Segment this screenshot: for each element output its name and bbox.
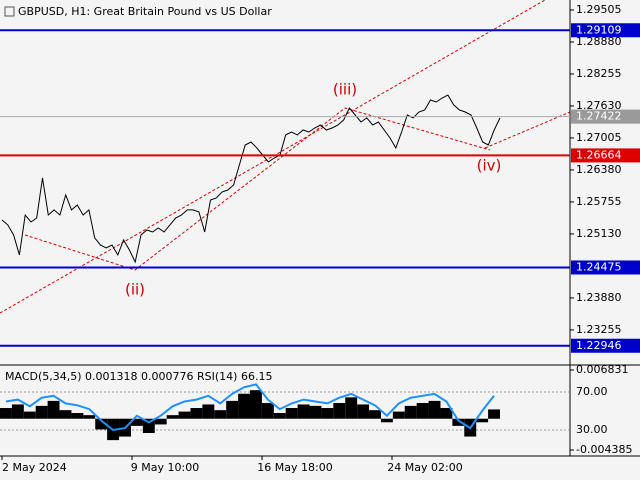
level-box <box>571 338 640 353</box>
macd-bar <box>166 415 179 419</box>
current-price-box <box>571 109 640 124</box>
y-tick-label: 1.23880 <box>576 291 622 304</box>
y2-tick-label: 30.00 <box>576 423 608 436</box>
macd-bar <box>130 418 143 426</box>
y-tick-label: 1.29505 <box>576 3 622 16</box>
x-tick-label: 9 May 10:00 <box>131 461 199 474</box>
macd-bar <box>440 408 453 419</box>
macd-bar <box>476 418 489 423</box>
macd-bar <box>190 408 203 419</box>
x-tick-label: 24 May 02:00 <box>387 461 462 474</box>
y-tick-label: 1.27630 <box>576 99 622 112</box>
symbol-icon <box>4 6 15 17</box>
macd-bar <box>226 400 239 419</box>
macd-bar <box>380 418 393 423</box>
macd-bar <box>357 404 370 419</box>
macd-bar <box>59 410 72 419</box>
y-tick-label: 1.28880 <box>576 35 622 48</box>
y-tick-label: 1.28255 <box>576 67 622 80</box>
macd-bar <box>416 403 429 419</box>
level-box <box>571 260 640 275</box>
macd-bar <box>333 403 346 419</box>
macd-bar <box>71 413 84 419</box>
macd-bar <box>452 418 465 426</box>
wave-label: (iii) <box>333 81 357 99</box>
wave-zigzag <box>24 107 491 271</box>
x-tick-label: 16 May 18:00 <box>257 461 332 474</box>
chart-title: GBPUSD, H1: Great Britain Pound vs US Do… <box>18 5 272 18</box>
level-box <box>571 23 640 38</box>
macd-bar <box>83 415 96 419</box>
macd-bar <box>35 405 48 419</box>
x-tick-label: 2 May 2024 <box>2 461 67 474</box>
y-tick-label: 1.25755 <box>576 195 622 208</box>
macd-bar <box>154 418 167 425</box>
wave-label: (ii) <box>125 281 145 299</box>
macd-bar <box>95 418 108 430</box>
y-tick-label: -0.004385 <box>576 443 632 456</box>
macd-bar <box>142 418 155 433</box>
macd-bar <box>345 397 358 419</box>
indicator-title: MACD(5,34,5) 0.001318 0.000776 RSI(14) 6… <box>5 370 272 383</box>
y-tick-label: 1.25130 <box>576 227 622 240</box>
macd-bar <box>273 413 286 419</box>
level-label: 1.29109 <box>576 23 622 36</box>
level-label: 1.26664 <box>576 148 622 161</box>
macd-bar <box>214 410 227 419</box>
level-label: 1.24475 <box>576 260 622 273</box>
level-box <box>571 148 640 163</box>
macd-bar <box>321 408 334 419</box>
price-line <box>1 94 501 264</box>
y-tick-label: 1.27005 <box>576 131 622 144</box>
macd-bar <box>261 403 274 419</box>
macd-bar <box>23 411 36 419</box>
macd-bar <box>238 393 250 419</box>
macd-bar <box>11 404 24 419</box>
rsi-line <box>5 383 495 432</box>
macd-bar <box>309 405 322 419</box>
macd-bar <box>392 411 405 419</box>
macd-bar <box>404 405 417 419</box>
macd-bar <box>0 408 12 419</box>
trend-line <box>484 111 571 149</box>
macd-bar <box>285 408 298 419</box>
wave-lines <box>0 0 571 314</box>
macd-bar <box>428 400 441 419</box>
wave-label: (iv) <box>477 157 502 175</box>
macd-bar <box>47 400 60 419</box>
y2-tick-label: 70.00 <box>576 385 608 398</box>
y-tick-label: 0.006831 <box>576 363 629 376</box>
y-tick-label: 1.26380 <box>576 163 622 176</box>
macd-bar <box>250 390 262 419</box>
macd-bar <box>297 404 310 419</box>
macd-bar <box>202 404 215 419</box>
current-price-label: 1.27422 <box>576 110 622 123</box>
macd-bar <box>369 410 381 419</box>
y-tick-label: 1.23255 <box>576 323 622 336</box>
level-label: 1.22946 <box>576 339 622 352</box>
macd-bar <box>488 409 500 419</box>
macd-bar <box>178 411 191 419</box>
